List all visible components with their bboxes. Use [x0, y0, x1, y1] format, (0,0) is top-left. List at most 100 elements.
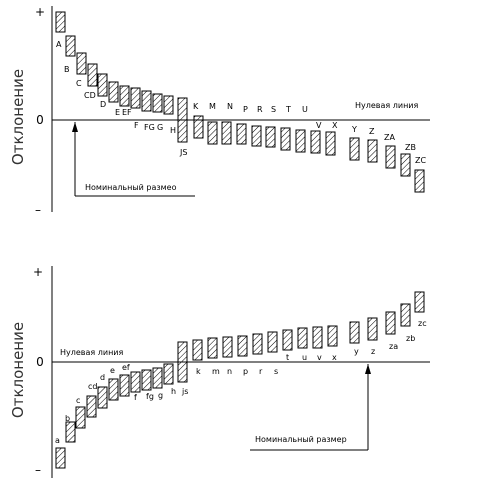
field-label: fg — [146, 392, 154, 401]
tolerance-field — [414, 169, 425, 193]
field-label: E — [115, 108, 120, 117]
tolerance-field — [236, 123, 247, 145]
tolerance-field — [163, 95, 174, 115]
field-label: js — [181, 387, 188, 396]
tolerance-field — [310, 130, 321, 154]
tolerance-field — [252, 333, 263, 355]
tolerance-field — [75, 406, 86, 429]
tolerance-field — [400, 153, 411, 177]
nominal-label: Номинальный размео — [85, 183, 177, 192]
axis-label: Отклонение — [9, 322, 27, 418]
tolerance-field — [163, 363, 174, 385]
tolerance-field — [312, 326, 323, 349]
field-label: r — [259, 367, 263, 376]
tolerance-field — [349, 137, 360, 161]
field-label: C — [76, 79, 82, 88]
tolerance-field — [222, 336, 233, 358]
field-label: JS — [179, 148, 187, 157]
field-label: V — [316, 121, 322, 130]
field-label: a — [55, 436, 60, 445]
zero-line-label: Нулевая линия — [355, 101, 419, 110]
field-label: y — [354, 347, 359, 356]
arrow-head — [365, 364, 371, 374]
field-label: p — [243, 367, 248, 376]
tolerance-field — [414, 291, 425, 313]
field-label: cd — [88, 382, 97, 391]
tolerance-field — [55, 11, 66, 33]
field-label: ZC — [415, 156, 426, 165]
tolerance-field — [130, 87, 141, 109]
tolerance-field — [400, 303, 411, 327]
tolerance-field — [65, 35, 76, 57]
field-label: K — [193, 102, 199, 111]
field-label: h — [171, 387, 176, 396]
tolerance-field — [297, 327, 308, 349]
tolerance-field — [108, 378, 119, 401]
zero: 0 — [36, 355, 44, 369]
field-label: ZA — [384, 133, 395, 142]
field-label: EF — [122, 108, 132, 117]
field-label: f — [134, 393, 137, 402]
field-label: m — [212, 367, 220, 376]
field-label: t — [286, 353, 289, 362]
field-label: D — [100, 100, 106, 109]
plus: + — [35, 5, 45, 19]
tolerance-field — [207, 337, 218, 359]
tolerance-field — [130, 371, 141, 393]
field-label: ZB — [405, 143, 416, 152]
field-label: P — [243, 105, 248, 114]
tolerance-field — [177, 97, 188, 143]
tolerance-field — [282, 329, 293, 351]
field-label: S — [271, 105, 276, 114]
tolerance-field — [327, 325, 338, 347]
tolerance-field — [349, 321, 360, 344]
field-label: H — [170, 126, 176, 135]
field-label: Y — [351, 125, 357, 134]
tolerance-field — [267, 331, 278, 353]
tolerance-field — [251, 125, 262, 147]
tolerance-field — [97, 386, 108, 409]
field-label: g — [158, 391, 163, 400]
field-label: M — [209, 102, 216, 111]
tolerance-field — [193, 115, 204, 139]
field-label: n — [227, 367, 232, 376]
field-label: zc — [418, 319, 427, 328]
tolerance-field — [385, 311, 396, 335]
axis-label: Отклонение — [9, 69, 27, 165]
tolerance-field — [367, 139, 378, 163]
tolerance-field — [55, 447, 66, 469]
tolerance-field — [141, 369, 152, 391]
field-label: U — [302, 105, 308, 114]
field-label: c — [76, 396, 80, 405]
tolerance-field — [97, 73, 108, 97]
tolerance-field — [65, 421, 76, 443]
tolerance-field — [141, 90, 152, 112]
zero: 0 — [36, 113, 44, 127]
minus: – — [35, 203, 41, 217]
field-label: zb — [406, 334, 415, 343]
tolerance-field — [385, 145, 396, 169]
tolerance-field — [177, 341, 188, 383]
field-label: F — [134, 121, 139, 130]
field-label: B — [64, 65, 70, 74]
field-label: A — [56, 40, 62, 49]
tolerance-field — [152, 93, 163, 113]
tolerance-field — [207, 121, 218, 145]
field-label: FG — [144, 123, 155, 132]
field-label: x — [332, 353, 337, 362]
tolerance-field — [87, 63, 98, 87]
field-label: z — [371, 347, 375, 356]
tolerance-field — [119, 374, 130, 397]
nominal-label: Номинальный размер — [255, 435, 347, 444]
field-label: u — [302, 353, 307, 362]
tolerance-field — [280, 127, 291, 151]
field-label: k — [196, 367, 201, 376]
tolerance-field — [119, 85, 130, 107]
zero-line-label: Нулевая линия — [60, 348, 124, 357]
field-label: G — [157, 123, 163, 132]
tolerance-field — [192, 339, 203, 361]
tolerance-field — [367, 317, 378, 341]
tolerance-field — [295, 129, 306, 153]
field-label: d — [100, 373, 105, 382]
tolerance-field — [76, 52, 87, 75]
